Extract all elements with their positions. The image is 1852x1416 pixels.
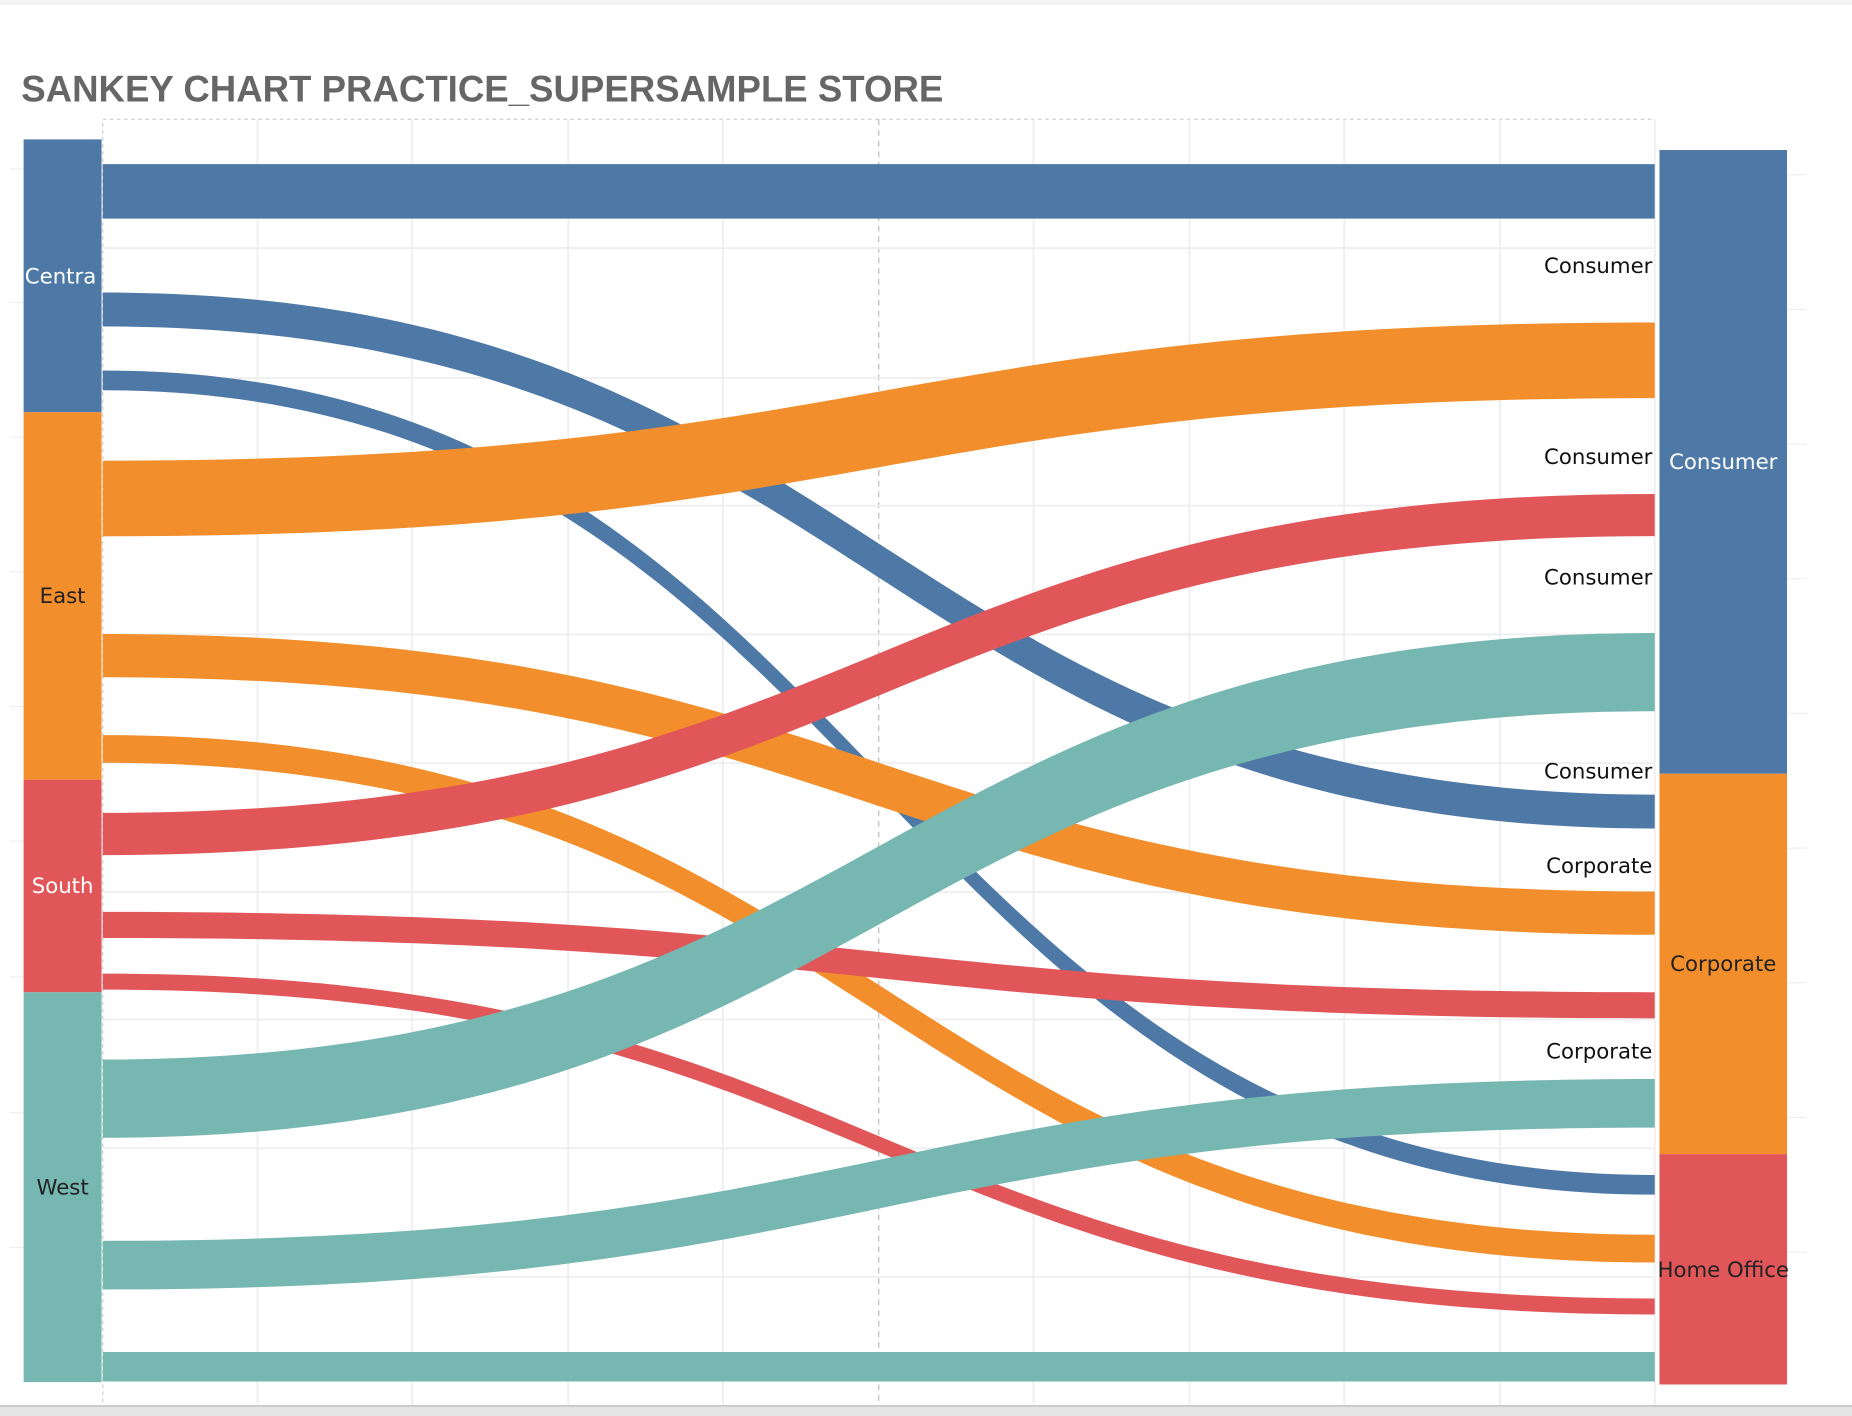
flow-east-corporate[interactable] — [102, 633, 1655, 935]
flow-south-consumer[interactable] — [102, 493, 1655, 856]
flow-central-corporate[interactable] — [102, 292, 1655, 829]
flow-west-home-office[interactable] — [102, 1352, 1655, 1382]
target-node-consumer[interactable] — [1659, 150, 1788, 774]
target-label: Home Office — [1657, 1258, 1789, 1283]
source-node-central[interactable] — [23, 139, 102, 413]
flow-west-consumer[interactable] — [102, 633, 1655, 1138]
flow-labels: Consumer Consumer Consumer Consumer Corporat… — [1544, 254, 1653, 1065]
chart-title: SANKEY CHART PRACTICE_SUPERSAMPLE STORE — [21, 69, 943, 110]
flow-label: Consumer — [1544, 759, 1653, 784]
target-label: Corporate — [1670, 952, 1776, 977]
flow-label: Corporate — [1546, 1039, 1652, 1064]
source-node-west[interactable] — [23, 992, 102, 1383]
flow-east-home-office[interactable] — [102, 735, 1655, 1263]
source-node-east[interactable] — [23, 412, 102, 780]
source-node-south[interactable] — [23, 779, 102, 993]
sheet-tabs-bar[interactable] — [0, 1405, 1852, 1416]
flow-east-consumer[interactable] — [102, 322, 1655, 537]
flow-central-consumer[interactable] — [102, 164, 1655, 219]
flow-south-corporate[interactable] — [102, 911, 1655, 1019]
flow-label: Consumer — [1544, 254, 1653, 279]
target-node-home-office[interactable] — [1659, 1154, 1788, 1385]
source-label: South — [32, 874, 94, 899]
flow-west-corporate[interactable] — [102, 1079, 1655, 1290]
flow-label: Consumer — [1544, 445, 1653, 470]
flow-label: Consumer — [1544, 566, 1653, 591]
top-toolbar-strip — [0, 0, 1852, 5]
source-label: East — [40, 584, 86, 609]
source-label: West — [36, 1175, 88, 1200]
nodes: Centra East South West Consumer Corporate Home… — [23, 139, 1789, 1385]
source-label: Centra — [25, 265, 96, 290]
flow-south-home-office[interactable] — [102, 973, 1655, 1315]
flows — [102, 164, 1655, 1382]
target-node-corporate[interactable] — [1659, 773, 1788, 1155]
target-label: Consumer — [1669, 450, 1778, 475]
flow-label: Corporate — [1546, 854, 1652, 879]
